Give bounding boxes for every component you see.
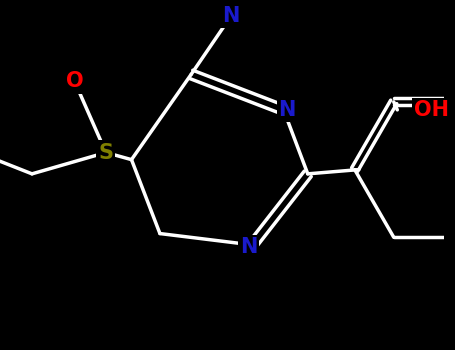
Text: N: N (222, 6, 240, 26)
Text: S: S (98, 142, 113, 162)
Text: N: N (240, 237, 258, 257)
Text: OH: OH (414, 100, 449, 120)
Text: O: O (66, 71, 83, 91)
Text: N: N (278, 100, 296, 120)
